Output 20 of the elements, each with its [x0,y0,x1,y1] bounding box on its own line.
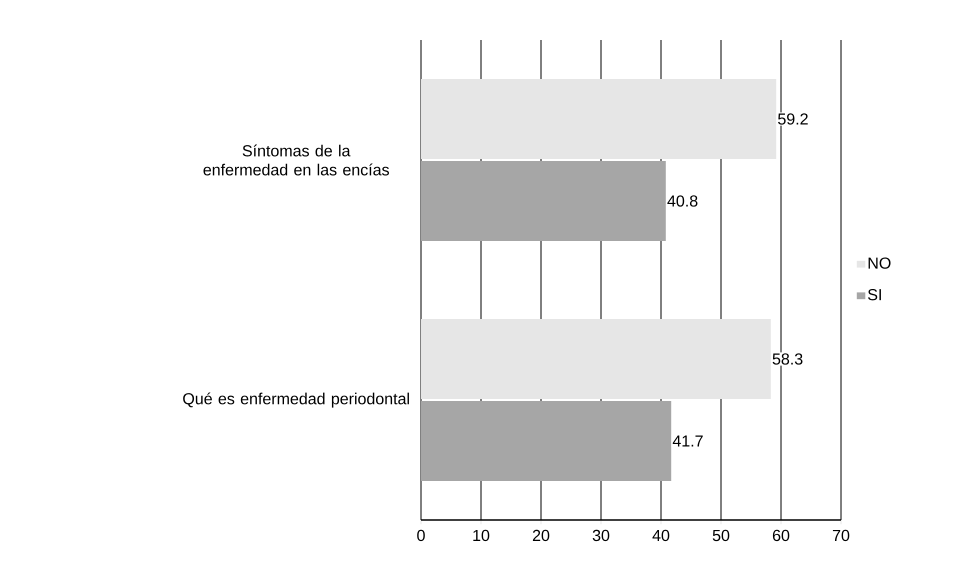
x-tick-label: 0 [417,530,425,542]
bar [421,319,771,400]
legend-label: NO [868,257,891,269]
y-tick-label: Síntomas de la enfermedad en las encías [204,144,389,176]
y-tick-label: Qué es enfermedad periodontal [183,392,409,408]
x-tick-label: 70 [832,530,850,542]
data-label: 59.2 [778,113,808,125]
legend-label: SI [868,288,881,300]
x-tick-label: 30 [592,530,610,542]
data-label: 41.7 [672,435,703,447]
x-tick-label: 60 [772,530,790,542]
x-tick-label: 50 [712,530,730,542]
bar [421,160,666,241]
data-label: 40.8 [667,195,698,207]
x-tick-label: 20 [532,530,550,542]
bar [421,401,672,481]
data-label: 58.3 [772,353,802,365]
x-tick-label: 40 [652,530,670,542]
bar [421,79,776,160]
x-tick-label: 10 [473,530,490,542]
